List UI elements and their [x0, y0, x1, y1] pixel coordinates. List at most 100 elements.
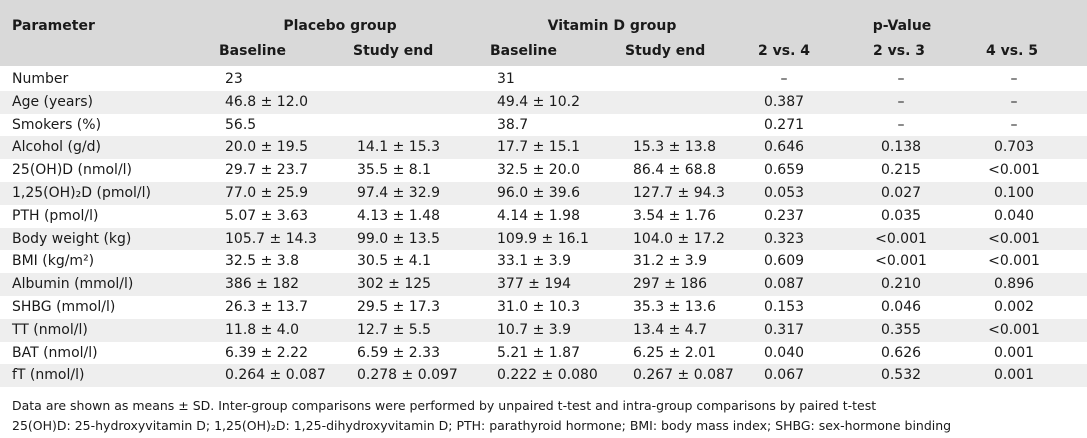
cell-vb: 32.5 ± 20.0: [497, 162, 580, 179]
cell-pe: 99.0 ± 13.5: [357, 230, 440, 247]
table-header: Parameter Placebo group Vitamin D group …: [0, 0, 1087, 66]
cell-param: Body weight (kg): [12, 230, 132, 247]
cell-p24: 0.609: [763, 253, 805, 270]
cell-p45: <0.001: [988, 162, 1040, 179]
cell-p45: <0.001: [988, 253, 1040, 270]
cell-param: fT (nmol/l): [12, 367, 85, 384]
cell-ve: 297 ± 186: [633, 276, 708, 293]
cell-pe: 97.4 ± 32.9: [357, 185, 440, 201]
cell-ve: 35.3 ± 13.6: [633, 299, 716, 315]
header-cmp-2-vs-3: 2 vs. 3: [872, 43, 926, 59]
header-cmp-2-vs-4: 2 vs. 4: [757, 43, 811, 59]
cell-p23: 0.215: [880, 162, 922, 179]
cell-param: SHBG (mmol/l): [12, 299, 116, 315]
cell-vb: 109.9 ± 16.1: [497, 230, 589, 247]
cell-p24: 0.087: [763, 276, 805, 293]
cell-p24: 0.067: [763, 367, 805, 384]
cell-p45: 0.001: [993, 344, 1035, 361]
cell-p24: 0.317: [763, 321, 805, 338]
cell-pb: 20.0 ± 19.5: [225, 139, 308, 156]
cell-param: PTH (pmol/l): [12, 207, 99, 224]
cell-vb: 17.7 ± 15.1: [497, 139, 580, 156]
cell-p24: 0.646: [763, 139, 805, 156]
cell-pb: 56.5: [225, 116, 257, 133]
cell-p24: 0.659: [763, 162, 805, 179]
cell-param: Albumin (mmol/l): [12, 276, 134, 293]
cell-p45: 0.896: [993, 276, 1035, 293]
cell-param: Smokers (%): [12, 116, 102, 133]
cell-p45: 0.002: [993, 299, 1035, 315]
cell-p23: –: [897, 116, 905, 133]
cell-p45: –: [1010, 93, 1018, 110]
cell-vb: 4.14 ± 1.98: [497, 207, 580, 224]
cell-ve: 31.2 ± 3.9: [633, 253, 708, 270]
cell-vb: 377 ± 194: [497, 276, 572, 293]
row-stripe: [0, 227, 1087, 251]
row-stripe: [0, 182, 1087, 205]
cell-ve: 104.0 ± 17.2: [633, 230, 725, 247]
cell-vb: 96.0 ± 39.6: [497, 185, 580, 201]
cell-p45: –: [1010, 116, 1018, 133]
cell-p23: 0.532: [880, 367, 922, 384]
cell-pb: 77.0 ± 25.9: [225, 185, 308, 201]
cell-param: 1,25(OH)₂D (pmol/l): [12, 185, 151, 201]
cell-ve: 86.4 ± 68.8: [633, 162, 716, 179]
cell-p45: –: [1010, 71, 1018, 87]
cell-pe: 6.59 ± 2.33: [357, 344, 440, 361]
cell-pe: 35.5 ± 8.1: [357, 162, 432, 179]
cell-p23: 0.138: [880, 139, 922, 156]
cell-vb: 31.0 ± 10.3: [497, 299, 580, 315]
cell-ve: 13.4 ± 4.7: [633, 321, 708, 338]
cell-p24: 0.271: [763, 116, 805, 133]
cell-pb: 105.7 ± 14.3: [225, 230, 317, 247]
cell-pb: 11.8 ± 4.0: [225, 321, 300, 338]
cell-vb: 5.21 ± 1.87: [497, 344, 580, 361]
cell-pb: 46.8 ± 12.0: [225, 93, 308, 110]
cell-p24: 0.237: [763, 207, 805, 224]
header-vitamin-d-group: Vitamin D group: [547, 18, 677, 34]
cell-ve: 15.3 ± 13.8: [633, 139, 716, 156]
cell-pe: 14.1 ± 15.3: [357, 139, 440, 156]
cell-p23: 0.046: [880, 299, 922, 315]
row-stripe: [0, 273, 1087, 296]
cell-p45: 0.703: [993, 139, 1035, 156]
cell-vb: 31: [497, 71, 515, 87]
row-stripe: [0, 90, 1087, 114]
cell-p45: <0.001: [988, 230, 1040, 247]
cell-param: TT (nmol/l): [12, 321, 88, 338]
cell-p45: 0.001: [993, 367, 1035, 384]
cell-vb: 33.1 ± 3.9: [497, 253, 572, 270]
cell-pb: 29.7 ± 23.7: [225, 162, 308, 179]
cell-p23: –: [897, 71, 905, 87]
cell-param: BMI (kg/m²): [12, 253, 95, 270]
cell-pe: 29.5 ± 17.3: [357, 299, 440, 315]
cell-param: Age (years): [12, 93, 93, 110]
header-parameter: Parameter: [12, 18, 95, 34]
cell-pb: 386 ± 182: [225, 276, 300, 293]
cell-pe: 12.7 ± 5.5: [357, 321, 432, 338]
cell-p45: 0.040: [993, 207, 1035, 224]
row-stripe: [0, 364, 1087, 388]
cell-p24: 0.387: [763, 93, 805, 110]
cell-p45: 0.100: [993, 185, 1035, 201]
cell-pb: 6.39 ± 2.22: [225, 344, 308, 361]
cell-p23: 0.035: [880, 207, 922, 224]
cell-pb: 0.264 ± 0.087: [225, 367, 326, 384]
cell-p24: 0.053: [763, 185, 805, 201]
header-study-end-placebo: Study end: [353, 43, 434, 59]
cell-pb: 5.07 ± 3.63: [225, 207, 308, 224]
cell-p23: –: [897, 93, 905, 110]
cell-vb: 49.4 ± 10.2: [497, 93, 580, 110]
cell-ve: 6.25 ± 2.01: [633, 344, 716, 361]
cell-param: BAT (nmol/l): [12, 344, 98, 361]
cell-p23: <0.001: [875, 253, 927, 270]
cell-param: Number: [12, 71, 69, 87]
row-stripe: [0, 136, 1087, 160]
cell-param: 25(OH)D (nmol/l): [12, 162, 133, 179]
cell-p23: <0.001: [875, 230, 927, 247]
cell-p24: 0.153: [763, 299, 805, 315]
cell-param: Alcohol (g/d): [12, 139, 101, 156]
cell-p23: 0.355: [880, 321, 922, 338]
cell-pb: 23: [225, 71, 243, 87]
